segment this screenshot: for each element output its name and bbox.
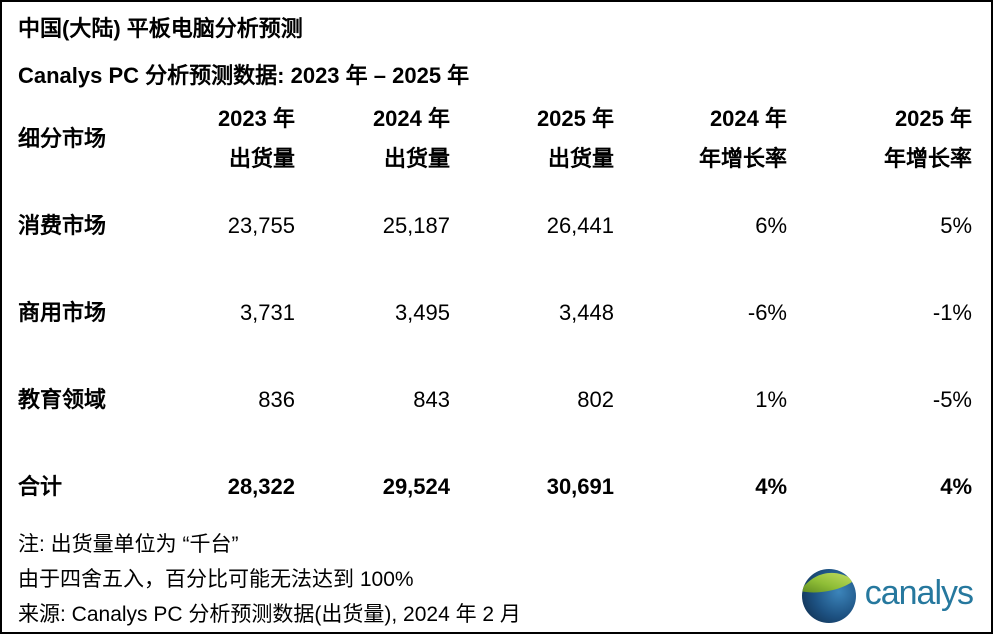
table-cell: 26,441 [546,213,614,238]
table-cell: 3,731 [239,300,295,325]
table-cell: 30,691 [546,474,614,499]
table-cell: 6% [755,213,787,238]
table-cell: -5% [932,387,972,412]
page-subtitle: Canalys PC 分析预测数据: 2023 年 – 2025 年 [18,63,470,88]
table-cell: 4% [755,474,787,499]
note-source: 来源: Canalys PC 分析预测数据(出货量), 2024 年 2 月 [18,603,521,626]
canalys-globe-icon [801,569,856,623]
table-cell: 28,322 [227,474,295,499]
forecast-table: 细分市场 2023 年 出货量 2024 年 出货量 2025 年 出货量 20… [18,99,972,525]
canalys-wordmark: canalys [864,574,974,612]
col-header-2024-growth: 2024 年 年增长率 [698,106,787,171]
table-row-commercial: 商用市场 3,731 3,495 3,448 -6% -1% [18,281,972,368]
table-cell: 4% [940,474,972,499]
table-row-education: 教育领域 836 843 802 1% -5% [18,368,972,455]
table-row-consumer: 消费市场 23,755 25,187 26,441 6% 5% [18,194,972,281]
header-row: 细分市场 2023 年 出货量 2024 年 出货量 2025 年 出货量 20… [18,99,972,194]
table-cell: 25,187 [382,213,450,238]
footnotes: 注: 出货量单位为 “千台” 由于四舍五入，百分比可能无法达到 100% 来源:… [18,527,975,632]
table-cell: 836 [258,387,295,412]
table-cell: 29,524 [382,474,450,499]
col-header-2023-shipments: 2023 年 出货量 [217,106,295,171]
row-label: 消费市场 [18,213,107,238]
note-unit: 注: 出货量单位为 “千台” [18,533,239,556]
row-label: 教育领域 [18,387,107,412]
table-cell: 23,755 [227,213,295,238]
row-label: 合计 [18,474,63,499]
col-header-2024-shipments: 2024 年 出货量 [372,106,450,171]
page-title: 中国(大陆) 平板电脑分析预测 [18,16,303,41]
table-cell: 1% [755,387,787,412]
canalys-logo: canalys [801,569,974,623]
table-cell: 843 [413,387,450,412]
col-header-segment: 细分市场 [18,126,107,151]
table-cell: -1% [932,300,972,325]
table-cell: 5% [940,213,972,238]
col-header-2025-growth: 2025 年 年增长率 [883,106,972,171]
col-header-2025-shipments: 2025 年 出货量 [536,106,614,171]
table-cell: 3,495 [394,300,450,325]
table-cell: 3,448 [558,300,614,325]
table-cell: 802 [577,387,614,412]
table-row-total: 合计 28,322 29,524 30,691 4% 4% [18,455,972,525]
note-rounding: 由于四舍五入，百分比可能无法达到 100% [18,568,414,591]
table-cell: -6% [747,300,787,325]
row-label: 商用市场 [18,300,107,325]
